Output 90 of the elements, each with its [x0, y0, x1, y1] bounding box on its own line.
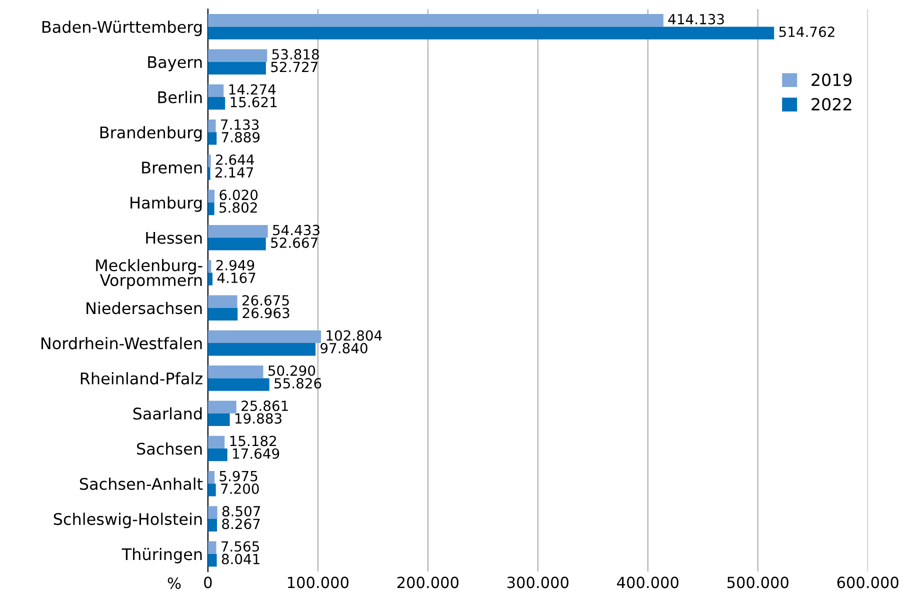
data-label: 53.818 [272, 49, 319, 60]
data-label: 7.200 [221, 483, 259, 494]
data-label: 8.267 [222, 518, 260, 530]
x-tick-label: 300.000 [507, 576, 568, 588]
data-label: 15.182 [230, 436, 276, 446]
data-label: 26.963 [242, 308, 290, 318]
x-tick-label: 200.000 [397, 576, 458, 588]
legend-label: 2019 [812, 73, 852, 86]
x-tick-label: 0 [204, 576, 212, 588]
y-tick-label: Rheinland-Pfalz [80, 372, 202, 384]
bar [208, 541, 216, 554]
bar [208, 132, 217, 145]
y-tick-label: Sachsen [137, 442, 202, 455]
y-tick-label: Berlin [158, 90, 202, 104]
bar [208, 202, 214, 216]
data-label: 54.433 [273, 224, 320, 236]
bar [208, 484, 216, 496]
bar [208, 295, 238, 308]
data-label: 2.949 [216, 260, 254, 270]
y-tick-label: Brandenburg [100, 126, 202, 142]
data-label: 2.644 [216, 154, 254, 165]
bar [208, 119, 216, 132]
data-label: 5.802 [220, 202, 257, 213]
bar [208, 400, 236, 414]
data-label: 52.727 [271, 62, 318, 72]
y-tick-label: Bayern [148, 56, 202, 72]
bar [208, 366, 264, 378]
data-label: 52.667 [271, 237, 318, 248]
x-tick-label: 400.000 [617, 576, 678, 588]
x-tick-label: 500.000 [727, 576, 788, 588]
data-label: 19.883 [235, 413, 282, 424]
bar [208, 62, 266, 74]
bar [208, 167, 210, 180]
y-tick-label: Bremen [142, 162, 202, 174]
y-tick-label: Hamburg [130, 196, 202, 212]
bar [208, 518, 218, 532]
data-label: 7.133 [221, 119, 259, 130]
legend-label: 2022 [812, 98, 852, 111]
bar [208, 413, 230, 426]
y-tick-label: Mecklenburg- Vorpommern [96, 258, 202, 290]
x-axis-title: % [168, 577, 181, 589]
bar [208, 49, 268, 62]
y-tick-label: Baden-Württemberg [42, 20, 202, 36]
data-label: 6.020 [220, 190, 258, 200]
data-label: 55.826 [274, 378, 322, 389]
y-tick-label: Niedersachsen [86, 302, 202, 314]
data-label: 8.041 [222, 554, 260, 564]
y-tick-label: Thüringen [122, 548, 202, 564]
data-label: 8.507 [222, 506, 260, 516]
bar [208, 190, 215, 202]
x-tick-label: 600.000 [837, 576, 898, 588]
bar [208, 84, 224, 97]
data-label: 2.147 [215, 167, 254, 178]
data-label: 7.565 [222, 541, 259, 552]
data-label: 17.649 [233, 448, 280, 459]
data-label: 97.840 [320, 342, 368, 354]
y-tick-label: Hessen [146, 232, 202, 244]
bar [208, 14, 664, 27]
bar [208, 238, 266, 250]
data-label: 5.975 [220, 470, 258, 482]
bar [208, 436, 225, 448]
bar [208, 330, 321, 344]
data-label: 50.290 [268, 365, 316, 376]
y-tick-label: Schleswig-Holstein [54, 512, 202, 528]
y-tick-label: Nordrhein-Westfalen [41, 336, 202, 350]
bar [208, 448, 228, 462]
data-label: 14.274 [229, 84, 276, 94]
data-label: 4.167 [217, 272, 256, 284]
y-tick-label: Saarland [133, 407, 202, 420]
bar [208, 272, 213, 286]
bar [208, 26, 774, 40]
y-tick-label: Sachsen-Anhalt [80, 478, 203, 490]
data-label: 15.621 [230, 96, 277, 108]
data-label: 514.762 [779, 26, 834, 38]
bar [208, 378, 270, 391]
bar [208, 154, 211, 168]
data-label: 25.861 [242, 400, 288, 412]
data-label: 7.889 [222, 132, 260, 142]
bar [208, 260, 212, 273]
bar [208, 308, 238, 321]
bar [208, 506, 218, 519]
bar [208, 96, 226, 110]
bar [208, 343, 316, 356]
x-tick-label: 100.000 [288, 576, 348, 588]
data-label: 26.675 [242, 295, 289, 306]
data-label: 414.133 [668, 14, 724, 24]
bar [208, 470, 214, 484]
bar [208, 554, 217, 567]
data-label: 102.804 [326, 330, 382, 341]
bar [208, 224, 268, 238]
